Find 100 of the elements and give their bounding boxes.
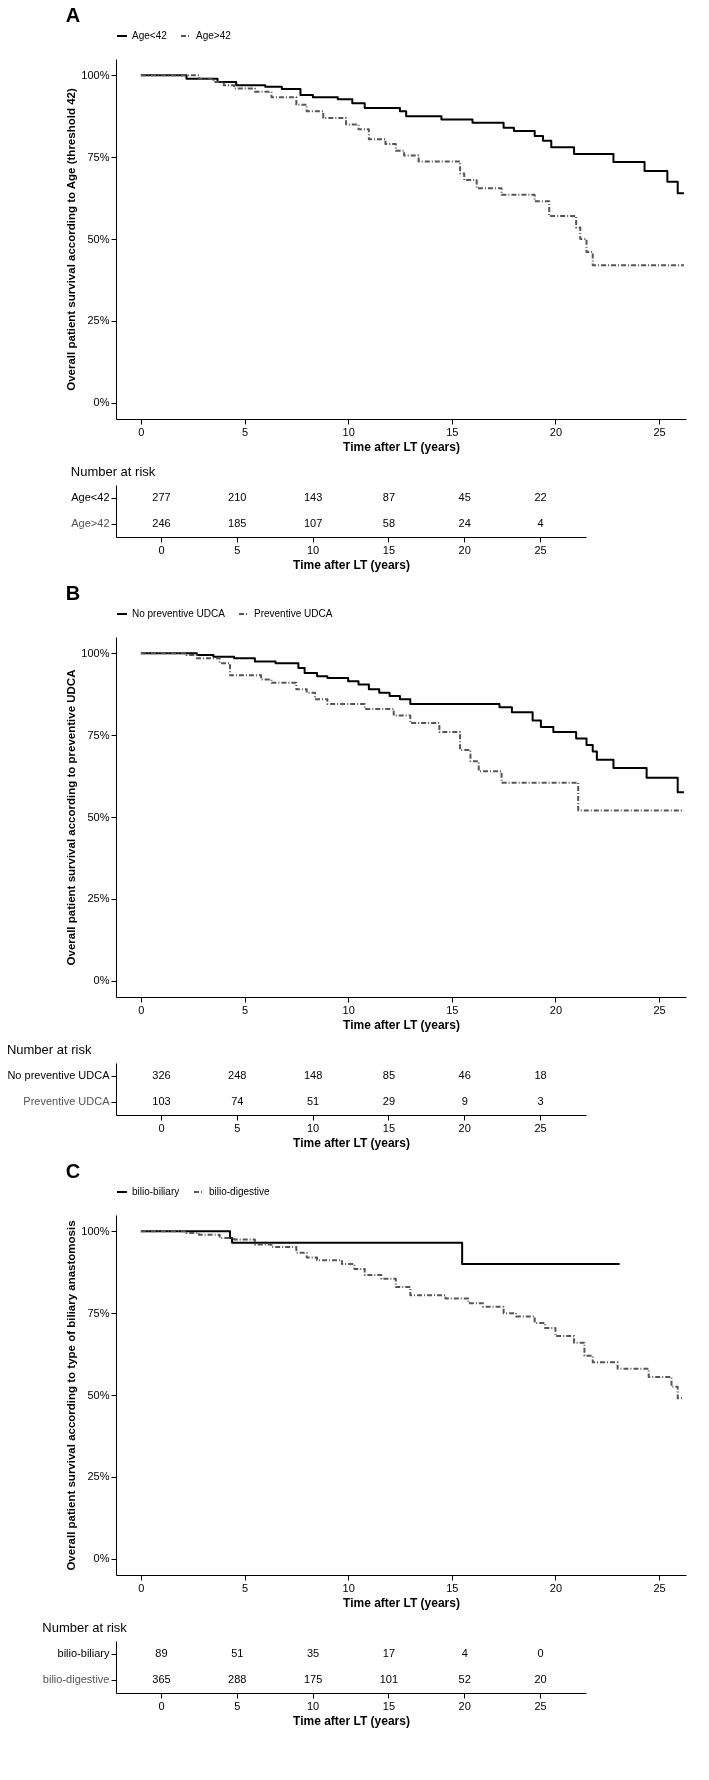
- data-label: 248: [228, 1069, 247, 1081]
- x-tick-label: 0: [158, 543, 165, 556]
- y-tick-label: 50%: [87, 232, 110, 245]
- data-label: 20: [534, 1673, 547, 1685]
- x-tick-label: 20: [549, 425, 563, 438]
- x-axis-title: Time after LT (years): [343, 1595, 460, 1610]
- y-tick-label: 75%: [87, 1306, 110, 1319]
- y-tick-label: Age>42: [71, 517, 110, 529]
- data-label: 3: [537, 1095, 544, 1107]
- y-axis-title: Overall patient survival according to Age (threshold 42): [65, 88, 78, 391]
- data-label: 143: [303, 491, 323, 503]
- x-tick-label: 5: [241, 1581, 249, 1594]
- x-axis-title: Time after LT (years): [293, 1713, 410, 1728]
- y-tick-label: 100%: [81, 68, 110, 81]
- y-tick-label: 0%: [93, 396, 110, 409]
- data-label: 185: [228, 517, 247, 529]
- x-tick-label: 0: [138, 1003, 145, 1016]
- y-tick-label: bilio-biliary: [57, 1647, 110, 1659]
- data-label: 58: [382, 517, 396, 529]
- chart-title: Number at risk: [70, 464, 156, 479]
- data-label: 52: [458, 1673, 471, 1685]
- y-tick-label: bilio-digestive: [42, 1673, 110, 1685]
- y-tick-label: 0%: [93, 1552, 110, 1565]
- x-tick-label: 10: [342, 1003, 355, 1016]
- x-tick-label: 15: [446, 425, 459, 438]
- x-tick-label: 20: [549, 1003, 563, 1016]
- x-tick-label: 25: [653, 1581, 666, 1594]
- text: A: [65, 4, 81, 26]
- x-tick-label: 5: [234, 1121, 241, 1134]
- y-tick-label: 100%: [81, 646, 110, 659]
- x-tick-label: 10: [306, 1121, 320, 1134]
- x-tick-label: 5: [234, 1699, 241, 1712]
- data-label: 4: [537, 517, 544, 529]
- x-tick-label: 0: [158, 1699, 165, 1712]
- data-label: 107: [303, 517, 323, 529]
- x-tick-label: 5: [241, 425, 249, 438]
- x-tick-label: 10: [342, 425, 355, 438]
- text: B: [65, 582, 81, 604]
- legend-label: No preventive UDCA: [132, 608, 226, 619]
- data-label: 9: [461, 1095, 468, 1107]
- data-label: 18: [534, 1069, 547, 1081]
- x-tick-label: 0: [138, 1581, 145, 1594]
- x-tick-label: 25: [534, 1121, 547, 1134]
- x-tick-label: 20: [549, 1581, 563, 1594]
- data-label: 103: [152, 1095, 171, 1107]
- data-label: 101: [379, 1673, 399, 1685]
- y-tick-label: 25%: [87, 1470, 110, 1483]
- data-label: 74: [231, 1095, 244, 1107]
- data-label: 51: [306, 1095, 320, 1107]
- legend-label: bilio-biliary: [132, 1186, 180, 1197]
- x-axis-title: Time after LT (years): [343, 1017, 460, 1032]
- data-label: 85: [382, 1069, 396, 1081]
- data-label: 365: [152, 1673, 171, 1685]
- x-tick-label: 0: [158, 1121, 165, 1134]
- y-tick-label: Age<42: [71, 491, 110, 503]
- data-label: 326: [152, 1069, 171, 1081]
- x-tick-label: 25: [653, 425, 666, 438]
- data-label: 35: [306, 1647, 320, 1659]
- data-label: 29: [382, 1095, 396, 1107]
- text: C: [65, 1160, 81, 1182]
- data-label: 46: [458, 1069, 471, 1081]
- legend-label: Age<42: [132, 30, 168, 41]
- data-label: 22: [534, 491, 547, 503]
- legend-label: Age>42: [196, 30, 232, 41]
- x-tick-label: 15: [446, 1003, 459, 1016]
- chart-title: Number at risk: [42, 1620, 128, 1635]
- data-label: 45: [458, 491, 471, 503]
- data-label: 51: [231, 1647, 244, 1659]
- data-label: 210: [228, 491, 247, 503]
- x-tick-label: 20: [458, 1699, 471, 1712]
- y-tick-label: 75%: [87, 150, 110, 163]
- x-axis-title: Time after LT (years): [343, 439, 460, 454]
- x-tick-label: 15: [382, 1699, 396, 1712]
- y-tick-label: 50%: [87, 1388, 110, 1401]
- x-tick-label: 25: [534, 1699, 547, 1712]
- y-tick-label: 0%: [93, 974, 110, 987]
- x-tick-label: 10: [306, 543, 320, 556]
- x-tick-label: 25: [534, 543, 547, 556]
- data-label: 0: [537, 1647, 544, 1659]
- data-label: 175: [303, 1673, 323, 1685]
- x-tick-label: 25: [653, 1003, 666, 1016]
- data-label: 148: [303, 1069, 323, 1081]
- x-tick-label: 0: [138, 425, 145, 438]
- x-tick-label: 10: [306, 1699, 320, 1712]
- legend-label: Preventive UDCA: [254, 608, 333, 619]
- y-tick-label: 50%: [87, 810, 110, 823]
- data-label: 288: [228, 1673, 247, 1685]
- data-label: 17: [382, 1647, 396, 1659]
- data-label: 89: [155, 1647, 168, 1659]
- x-tick-label: 15: [446, 1581, 459, 1594]
- y-tick-label: 25%: [87, 892, 110, 905]
- x-tick-label: 20: [458, 543, 471, 556]
- y-tick-label: No preventive UDCA: [7, 1069, 111, 1081]
- y-axis-title: Overall patient survival according to type of biliary anastomosis: [65, 1220, 78, 1571]
- y-axis-title: Overall patient survival according to preventive UDCA: [65, 669, 78, 966]
- data-label: 87: [382, 491, 396, 503]
- y-tick-label: Preventive UDCA: [23, 1095, 111, 1107]
- x-axis-title: Time after LT (years): [293, 557, 410, 572]
- x-tick-label: 20: [458, 1121, 471, 1134]
- x-axis-title: Time after LT (years): [293, 1135, 410, 1150]
